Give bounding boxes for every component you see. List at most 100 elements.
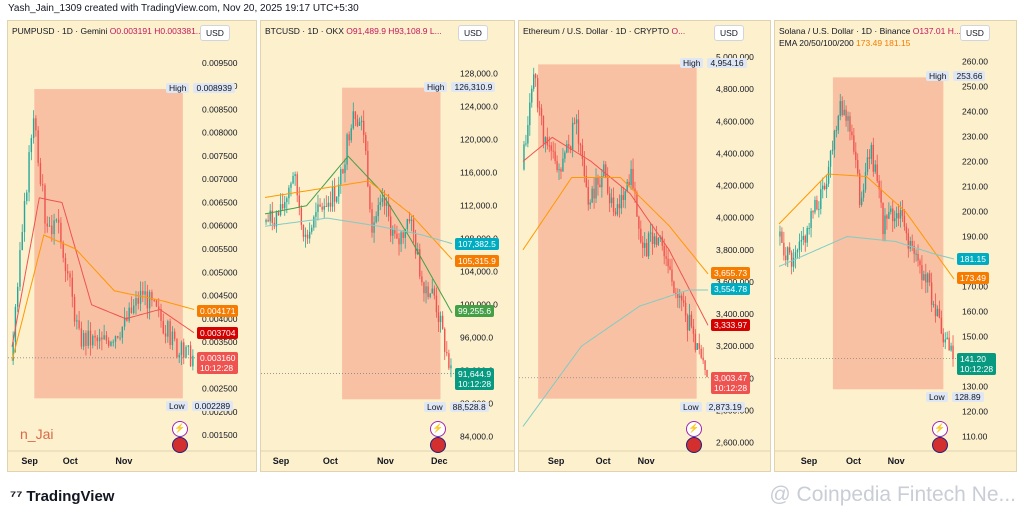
y-tick-label: 170.00: [962, 282, 988, 292]
candle: [103, 324, 105, 340]
candle: [903, 209, 906, 231]
currency-button[interactable]: USD: [200, 25, 230, 41]
chart-header: Yash_Jain_1309 created with TradingView.…: [8, 3, 359, 14]
chart-svg[interactable]: 5,000.000 4,800.000 4,600.000 4,400.000 4,20…: [519, 21, 771, 471]
candle: [358, 117, 361, 126]
candle: [333, 178, 336, 212]
y-tick-label: 0.009500: [202, 58, 238, 68]
candle: [802, 226, 805, 246]
candle: [37, 126, 39, 167]
candle: [444, 327, 446, 360]
candle: [67, 264, 69, 281]
x-tick-label: Nov: [888, 456, 905, 466]
y-tick-label: 130.00: [962, 382, 988, 392]
chart-panel-ethusd[interactable]: Ethereum / U.S. Dollar · 1D · CRYPTO O..…: [518, 20, 771, 472]
high-value: 253.66: [953, 71, 986, 82]
candle: [423, 281, 425, 302]
candle: [540, 104, 543, 126]
y-tick-label: 150.00: [962, 332, 988, 342]
high-low-range-box[interactable]: [34, 89, 183, 399]
low-caption: Low: [926, 392, 948, 403]
candle: [531, 85, 533, 108]
candle: [435, 287, 438, 318]
chart-svg[interactable]: 260.00 250.00 240.00 230.00 220.00 210.00 200.…: [775, 21, 1017, 471]
us-flag-icon[interactable]: [932, 437, 948, 453]
y-tick-label: 110.00: [962, 432, 988, 442]
candle: [907, 228, 910, 258]
candle: [142, 281, 144, 303]
event-bolt-icon[interactable]: ⚡: [430, 421, 446, 437]
candle: [96, 334, 99, 350]
currency-button[interactable]: USD: [714, 25, 744, 41]
high-caption: High: [926, 71, 950, 82]
price-tag: 99,255.6: [455, 304, 495, 317]
x-tick-label: Sep: [548, 456, 565, 466]
low-value: 88,528.8: [449, 402, 489, 413]
price-tag: 107,382.5: [455, 237, 499, 250]
high-value: 4,954.16: [707, 58, 747, 69]
candle: [30, 134, 33, 161]
x-tick-label: Dec: [431, 456, 448, 466]
candle: [344, 158, 346, 183]
candle: [610, 188, 613, 208]
high-value: 126,310.9: [451, 81, 496, 92]
candle: [930, 272, 933, 312]
candle: [942, 328, 945, 348]
candle: [944, 332, 946, 350]
moving-average-line: [522, 136, 709, 326]
candle: [647, 231, 650, 260]
low-label: Low 0.002289: [166, 401, 234, 412]
event-bolt-icon[interactable]: ⚡: [172, 421, 188, 437]
high-caption: High: [424, 81, 448, 92]
candle: [158, 298, 160, 318]
candle: [117, 335, 119, 339]
candle: [402, 230, 404, 244]
moving-average-line: [522, 289, 708, 427]
currency-button[interactable]: USD: [458, 25, 488, 41]
candle: [192, 349, 194, 371]
candle: [558, 163, 560, 180]
candle: [858, 169, 861, 209]
event-bolt-icon[interactable]: ⚡: [932, 421, 948, 437]
candle: [607, 167, 609, 196]
us-flag-icon[interactable]: [172, 437, 188, 453]
candle: [692, 319, 695, 343]
countdown-timer: 10:12:28: [458, 378, 492, 389]
candle: [585, 165, 587, 188]
tradingview-logo[interactable]: ⁷⁷ TradingView: [10, 488, 114, 505]
us-flag-icon[interactable]: [430, 437, 446, 453]
us-flag-icon[interactable]: [686, 437, 702, 453]
candle: [603, 160, 605, 178]
x-tick-label: Oct: [63, 456, 78, 466]
high-low-range-box[interactable]: [538, 64, 697, 399]
candle: [550, 142, 552, 161]
y-tick-label: 3,600.000: [716, 277, 754, 287]
chart-panel-pumpusd[interactable]: PUMPUSD · 1D · Gemini O0.003191 H0.00338…: [7, 20, 257, 472]
countdown-timer: 10:12:28: [200, 362, 234, 373]
high-low-range-box[interactable]: [342, 87, 441, 400]
candle: [73, 293, 76, 327]
candle: [593, 177, 595, 209]
chart-svg[interactable]: 0.0095000.0090000.0085000.0080000.007500…: [8, 21, 257, 471]
candle: [26, 189, 28, 205]
chart-svg[interactable]: 128,000.0 124,000.0 120,000.0 116,000.0 112,…: [261, 21, 515, 471]
candle: [300, 205, 303, 230]
high-low-range-box[interactable]: [832, 77, 944, 390]
currency-button[interactable]: USD: [960, 25, 990, 41]
high-caption: High: [166, 83, 190, 94]
candle: [857, 153, 859, 177]
moving-average-line: [778, 235, 955, 267]
candle: [101, 331, 103, 351]
candle: [785, 247, 787, 266]
candle: [446, 341, 448, 357]
candle: [23, 192, 26, 242]
chart-panel-btcusd[interactable]: BTCUSD · 1D · OKX O91,489.9 H93,108.9 L.…: [260, 20, 515, 472]
countdown-timer: 10:12:28: [960, 363, 994, 374]
event-bolt-icon[interactable]: ⚡: [686, 421, 702, 437]
chart-panel-solusd[interactable]: Solana / U.S. Dollar · 1D · Binance O137…: [774, 20, 1017, 472]
candle: [375, 211, 377, 224]
candle: [527, 116, 529, 148]
y-tick-label: 96,000.0: [460, 333, 493, 343]
candle: [843, 100, 845, 116]
high-caption: High: [680, 58, 704, 69]
